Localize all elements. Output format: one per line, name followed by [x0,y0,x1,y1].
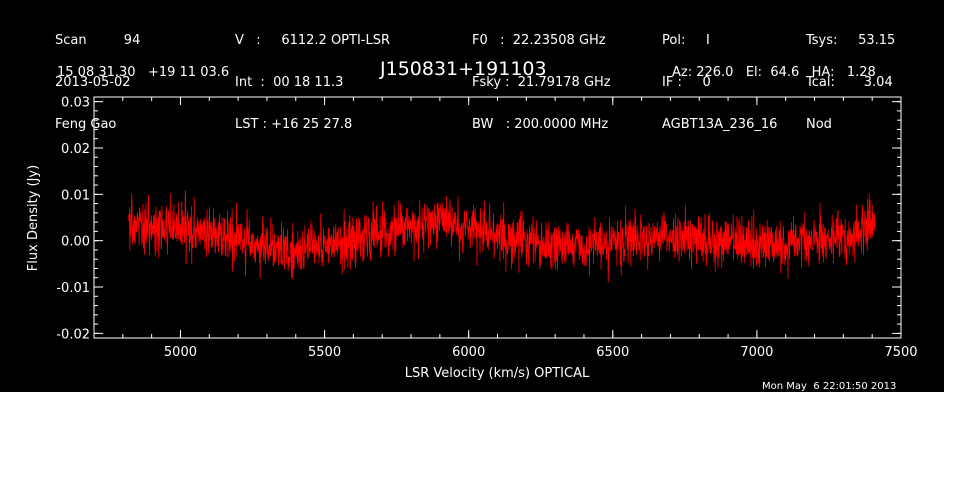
y-tick-label: -0.01 [56,281,90,296]
tsys-line: Tsys: 53.15 [806,33,896,48]
y-tick-label: 0.01 [61,188,90,203]
y-tick-label: 0.02 [61,142,90,157]
velocity-line: V : 6112.2 OPTI-LSR [235,33,391,48]
x-tick-label: 7500 [884,345,917,360]
scan-line: Scan 94 [55,33,141,48]
bandwidth-line: BW : 200.0000 MHz [472,117,609,132]
header-col-scan: Scan 94 2013-05-02 Feng Gao [55,6,140,160]
lst-line: LST : +16 25 27.8 [235,117,353,132]
x-tick-label: 5500 [308,345,341,360]
observer-line: Feng Gao [55,117,117,132]
fsky-line: Fsky : 21.79178 GHz [472,75,611,90]
tcal-line: Tcal: 3.04 [806,75,893,90]
az-el-ha: Az: 226.0 El: 64.6 HA: 1.28 [672,65,876,80]
date-line: 2013-05-02 [55,75,131,90]
y-tick-label: 0.00 [61,235,90,250]
axis-ticks: 5000 5500 6000 6500 7000 7500 -0.02 -0.01 0.00 0.… [56,96,917,360]
header-col-polarization: Pol: I IF : 0 AGBT13A_236_16 [662,6,777,160]
header-col-frequency: F0 : 22.23508 GHz Fsky : 21.79178 GHz BW… [472,6,611,160]
project-line: AGBT13A_236_16 [662,117,778,132]
pol-line: Pol: I [662,33,710,48]
plot-timestamp: Mon May 6 22:01:50 2013 [762,381,897,392]
integration-line: Int : 00 18 11.3 [235,75,344,90]
plot-frame [93,96,902,339]
y-axis-label: Flux Density (Jy) [26,165,41,271]
y-tick-label: -0.02 [56,327,90,342]
x-tick-label: 7000 [740,345,773,360]
x-axis-label: LSR Velocity (km/s) OPTICAL [405,366,590,381]
y-tick-label: 0.03 [61,96,90,111]
procedure-line: Nod [806,117,832,132]
x-tick-label: 6000 [452,345,485,360]
spectrum-chart: 5000 5500 6000 6500 7000 7500 -0.02 -0.01 0.00 0.… [26,96,918,381]
x-tick-label: 6500 [596,345,629,360]
spectrum-line [128,190,876,283]
plot-panel: Scan 94 2013-05-02 Feng Gao V : 6112.2 O… [0,0,944,392]
header-col-tsys: Tsys: 53.15 Tcal: 3.04 Nod [806,6,895,160]
f0-line: F0 : 22.23508 GHz [472,33,606,48]
x-tick-label: 5000 [164,345,197,360]
if-line: IF : 0 [662,75,711,90]
header-col-velocity: V : 6112.2 OPTI-LSR Int : 00 18 11.3 LST… [235,6,390,160]
axes-frame [93,96,902,339]
series-group [128,190,876,283]
source-coordinates: 15 08 31.30 +19 11 03.6 [57,65,230,80]
source-name: J150831+191103 [380,58,547,80]
